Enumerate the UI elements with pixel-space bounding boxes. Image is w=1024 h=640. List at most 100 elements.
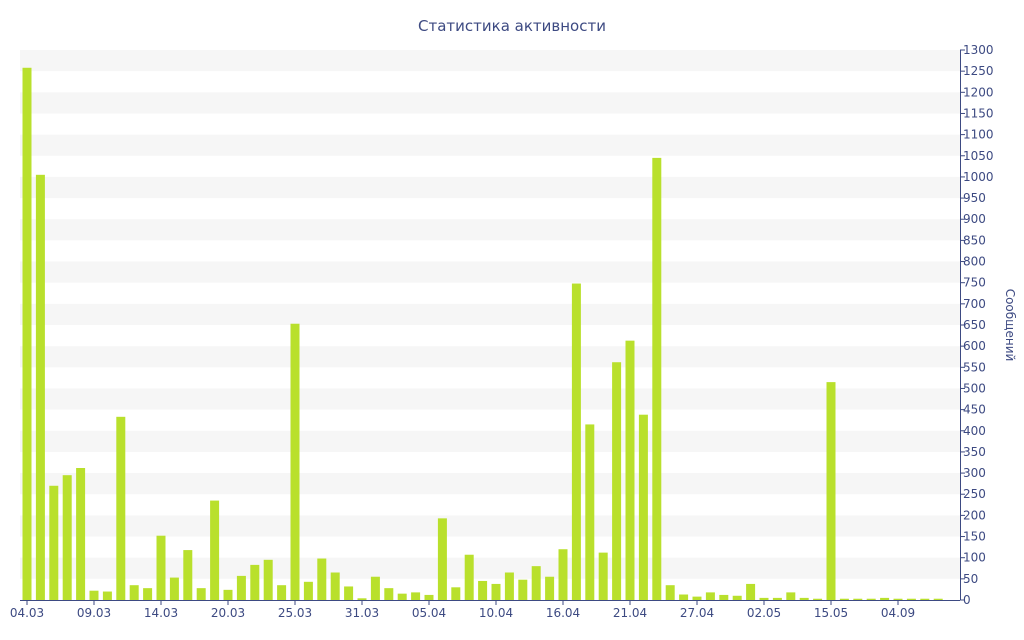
bar (920, 598, 930, 600)
bar (732, 595, 742, 600)
bar (196, 588, 206, 600)
x-axis-ticks: 04.03 09.03 14.03 20.03 25.03 31.03 05.04 10.04… (10, 600, 915, 620)
bar (357, 598, 367, 600)
bar (183, 550, 193, 600)
y-tick-label: 1300 (963, 43, 994, 57)
bar (866, 598, 876, 600)
bar (531, 566, 541, 600)
bar (826, 382, 836, 600)
y-tick-label: 700 (963, 297, 986, 311)
bar (303, 581, 313, 600)
grid-band (20, 50, 960, 72)
grid-band (20, 515, 960, 537)
bar (504, 572, 514, 600)
x-tick-label: 05.04 (412, 606, 446, 620)
x-tick-label: 04.09 (881, 606, 915, 620)
y-tick-label: 300 (963, 466, 986, 480)
bar (62, 475, 72, 600)
y-tick-label: 650 (963, 318, 986, 332)
x-tick-label: 16.04 (546, 606, 580, 620)
y-tick-label: 50 (963, 572, 978, 586)
bar (933, 598, 943, 600)
bar (813, 598, 823, 600)
bar (558, 549, 568, 600)
bar (679, 594, 689, 600)
bar (772, 597, 782, 600)
bar (705, 592, 715, 600)
bar (290, 323, 300, 600)
bar (344, 586, 354, 600)
x-tick-label: 14.03 (144, 606, 178, 620)
y-tick-label: 900 (963, 212, 986, 226)
grid-band (20, 388, 960, 410)
grid-band (20, 346, 960, 368)
bar (129, 585, 139, 600)
y-tick-label: 850 (963, 233, 986, 247)
bar (719, 594, 729, 600)
bar (571, 283, 581, 600)
bar (893, 598, 903, 600)
x-tick-label: 15.05 (814, 606, 848, 620)
bar (277, 585, 287, 600)
y-tick-label: 800 (963, 255, 986, 269)
bar (906, 598, 916, 600)
bar (451, 587, 461, 600)
y-tick-label: 500 (963, 381, 986, 395)
y-axis-label: Сообщений (1003, 289, 1017, 362)
x-tick-label: 09.03 (77, 606, 111, 620)
bar (49, 485, 59, 600)
y-tick-label: 1050 (963, 149, 994, 163)
y-tick-label: 1000 (963, 170, 994, 184)
x-tick-label: 04.03 (10, 606, 44, 620)
y-tick-label: 350 (963, 445, 986, 459)
y-tick-label: 450 (963, 403, 986, 417)
grid-bands (20, 50, 960, 579)
bar (692, 596, 702, 600)
bar (102, 591, 112, 600)
bar (545, 576, 555, 600)
x-tick-label: 21.04 (613, 606, 647, 620)
x-tick-label: 02.05 (747, 606, 781, 620)
x-tick-label: 27.04 (680, 606, 714, 620)
bar (478, 580, 488, 600)
bar (652, 157, 662, 600)
bar (411, 592, 421, 600)
x-tick-label: 31.03 (345, 606, 379, 620)
grid-band (20, 430, 960, 452)
bar-series (22, 67, 943, 601)
bar (585, 424, 595, 600)
bar (464, 554, 474, 600)
bar (210, 500, 220, 600)
bar (223, 589, 233, 600)
bar (89, 590, 99, 600)
y-tick-label: 0 (963, 593, 971, 607)
y-tick-label: 950 (963, 191, 986, 205)
bar (424, 594, 434, 600)
y-tick-label: 250 (963, 487, 986, 501)
grid-band (20, 176, 960, 199)
bar (598, 552, 608, 600)
y-tick-label: 1150 (963, 106, 994, 120)
bar (746, 583, 756, 600)
bar (116, 416, 126, 600)
chart-title: Статистика активности (418, 17, 606, 35)
bar (665, 585, 675, 600)
y-tick-label: 1100 (963, 128, 994, 142)
bar (35, 174, 45, 601)
bar (786, 592, 796, 600)
bar (143, 588, 153, 600)
bar (839, 598, 849, 600)
bar (518, 579, 528, 600)
bar (330, 572, 340, 600)
grid-band (20, 92, 960, 114)
bar (638, 414, 648, 600)
bar (759, 597, 769, 600)
y-tick-label: 1200 (963, 85, 994, 99)
bar (263, 559, 273, 600)
bar (612, 362, 622, 600)
y-axis-ticks: 0 50 100 150 200 250 300 350 400 450 500 550 600 650 7… (960, 43, 994, 607)
x-tick-label: 20.03 (211, 606, 245, 620)
grid-band (20, 134, 960, 156)
bar (853, 598, 863, 600)
